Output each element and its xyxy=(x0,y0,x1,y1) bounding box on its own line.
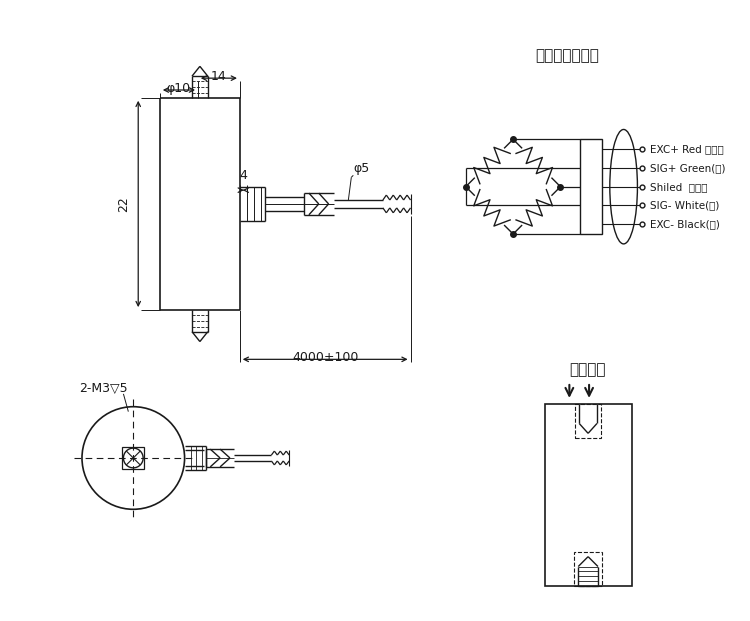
Text: 压向正输出线序: 压向正输出线序 xyxy=(536,48,599,63)
Text: 受力方式: 受力方式 xyxy=(568,361,605,377)
Bar xyxy=(580,139,602,234)
Text: 4000±100: 4000±100 xyxy=(292,351,358,365)
Text: 14: 14 xyxy=(211,70,226,83)
Text: φ5: φ5 xyxy=(353,162,370,175)
Bar xyxy=(574,551,602,586)
Text: Shiled  屏蔽线: Shiled 屏蔽线 xyxy=(650,182,708,192)
Text: φ10: φ10 xyxy=(166,82,191,95)
Text: SIG+ Green(绿): SIG+ Green(绿) xyxy=(650,163,726,173)
Bar xyxy=(544,404,632,586)
Text: EXC- Black(黑): EXC- Black(黑) xyxy=(650,219,720,229)
Text: 2-M3▽5: 2-M3▽5 xyxy=(80,383,128,396)
Text: SIG- White(白): SIG- White(白) xyxy=(650,201,720,211)
Text: 4: 4 xyxy=(239,170,248,182)
Text: EXC+ Red （红）: EXC+ Red （红） xyxy=(650,144,724,154)
Bar xyxy=(575,404,601,438)
Text: 22: 22 xyxy=(117,196,130,212)
Bar xyxy=(122,447,144,469)
